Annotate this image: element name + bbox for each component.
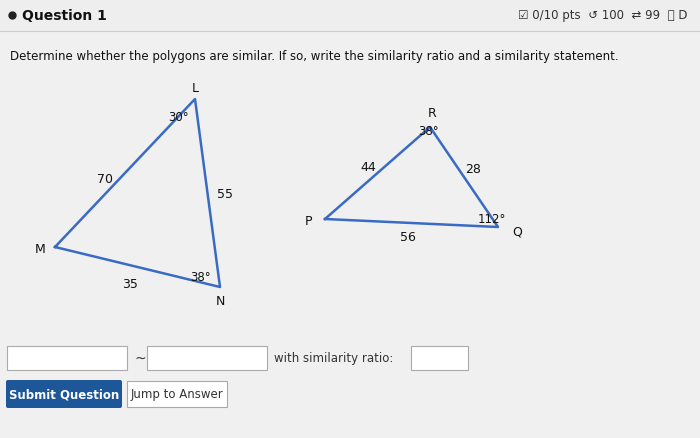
Text: R: R <box>428 107 436 120</box>
Bar <box>0 0 700 32</box>
Text: ∧: ∧ <box>114 353 122 363</box>
Text: N: N <box>216 295 225 308</box>
Text: with similarity ratio:: with similarity ratio: <box>274 352 393 365</box>
Text: 38°: 38° <box>418 125 439 138</box>
Text: Jump to Answer: Jump to Answer <box>131 388 223 401</box>
Text: Select an answer: Select an answer <box>154 353 250 363</box>
FancyBboxPatch shape <box>127 381 227 407</box>
Text: ~: ~ <box>135 351 146 365</box>
Text: Question 1: Question 1 <box>22 9 107 23</box>
Text: 44: 44 <box>360 161 376 174</box>
Text: Determine whether the polygons are similar. If so, write the similarity ratio an: Determine whether the polygons are simil… <box>10 50 619 63</box>
Text: 35: 35 <box>122 278 138 291</box>
Text: 55: 55 <box>217 188 233 201</box>
Text: ∧: ∧ <box>256 353 262 363</box>
Text: 56: 56 <box>400 231 416 244</box>
Text: P: P <box>304 215 312 228</box>
Text: 112°: 112° <box>478 213 506 226</box>
Text: ☑ 0/10 pts  ↺ 100  ⇄ 99  ⓘ D: ☑ 0/10 pts ↺ 100 ⇄ 99 ⓘ D <box>519 10 688 22</box>
Text: 28: 28 <box>465 163 481 176</box>
Text: L: L <box>192 81 199 94</box>
Text: Submit Question: Submit Question <box>9 388 119 401</box>
FancyBboxPatch shape <box>7 346 127 370</box>
Text: 70: 70 <box>97 173 113 186</box>
Text: M: M <box>34 243 46 256</box>
Text: Q: Q <box>512 225 522 238</box>
FancyBboxPatch shape <box>6 380 122 408</box>
Text: Select an answer: Select an answer <box>14 353 110 363</box>
Text: 30°: 30° <box>168 111 188 124</box>
FancyBboxPatch shape <box>147 346 267 370</box>
FancyBboxPatch shape <box>411 346 468 370</box>
Text: 38°: 38° <box>190 271 210 284</box>
